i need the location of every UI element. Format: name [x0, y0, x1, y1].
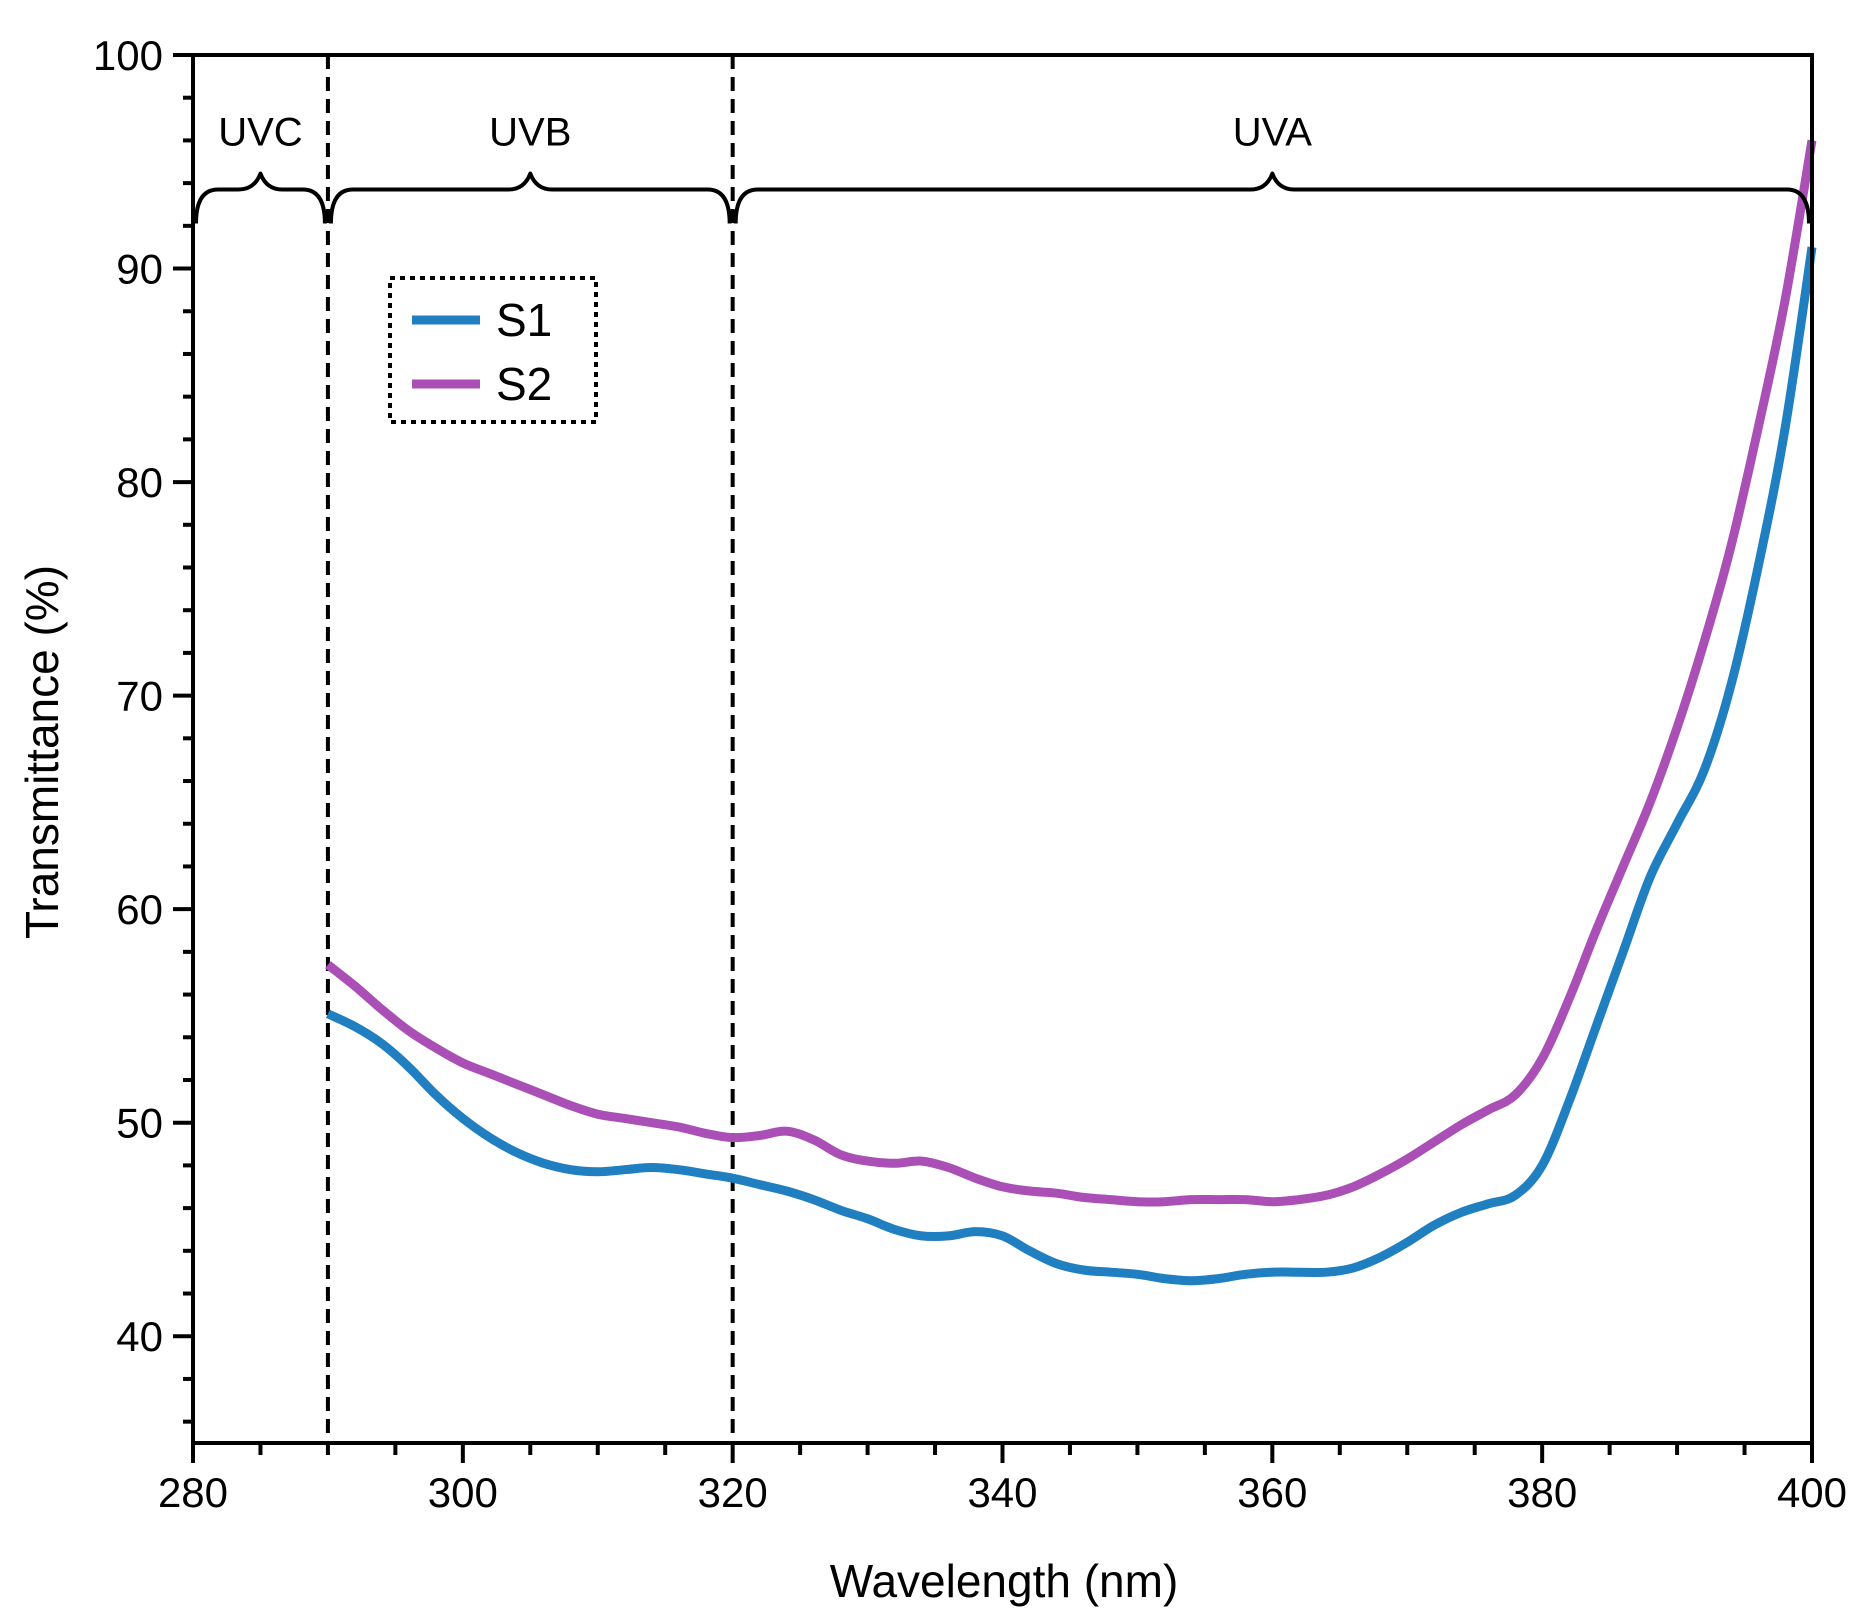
y-tick-label-60: 60 — [116, 886, 163, 933]
x-tick-label-360: 360 — [1237, 1469, 1307, 1516]
region-brace-uvb — [328, 171, 732, 224]
legend-label-s2: S2 — [496, 358, 552, 410]
y-tick-label-90: 90 — [116, 246, 163, 293]
y-tick-label-40: 40 — [116, 1313, 163, 1360]
legend-label-s1: S1 — [496, 294, 552, 346]
y-tick-label-50: 50 — [116, 1100, 163, 1147]
region-label-uva: UVA — [1233, 111, 1313, 155]
region-brace-uva — [733, 171, 1811, 224]
y-axis-title: Transmittance (%) — [16, 565, 68, 939]
legend-box — [388, 276, 598, 424]
region-label-uvb: UVB — [489, 111, 571, 155]
axes: 280 300 320 340 360 380 400 40 50 60 70 80 90 100 — [93, 32, 1847, 1516]
x-tick-label-320: 320 — [698, 1469, 768, 1516]
x-tick-label-340: 340 — [967, 1469, 1037, 1516]
x-tick-label-300: 300 — [428, 1469, 498, 1516]
region-label-uvc: UVC — [218, 111, 302, 155]
region-annotations: UVC UVB UVA — [194, 111, 1811, 224]
y-tick-label-100: 100 — [93, 32, 163, 79]
x-tick-label-380: 380 — [1507, 1469, 1577, 1516]
y-tick-label-70: 70 — [116, 673, 163, 720]
series-line-s1 — [325, 246, 1817, 1286]
series-line-s2 — [325, 139, 1817, 1207]
series-lines — [325, 139, 1817, 1286]
region-dividers — [325, 55, 735, 1443]
x-axis-title: Wavelength (nm) — [830, 1555, 1179, 1607]
region-brace-uvc — [194, 171, 327, 224]
x-tick-label-280: 280 — [158, 1469, 228, 1516]
y-tick-label-80: 80 — [116, 459, 163, 506]
x-tick-label-400: 400 — [1777, 1469, 1847, 1516]
